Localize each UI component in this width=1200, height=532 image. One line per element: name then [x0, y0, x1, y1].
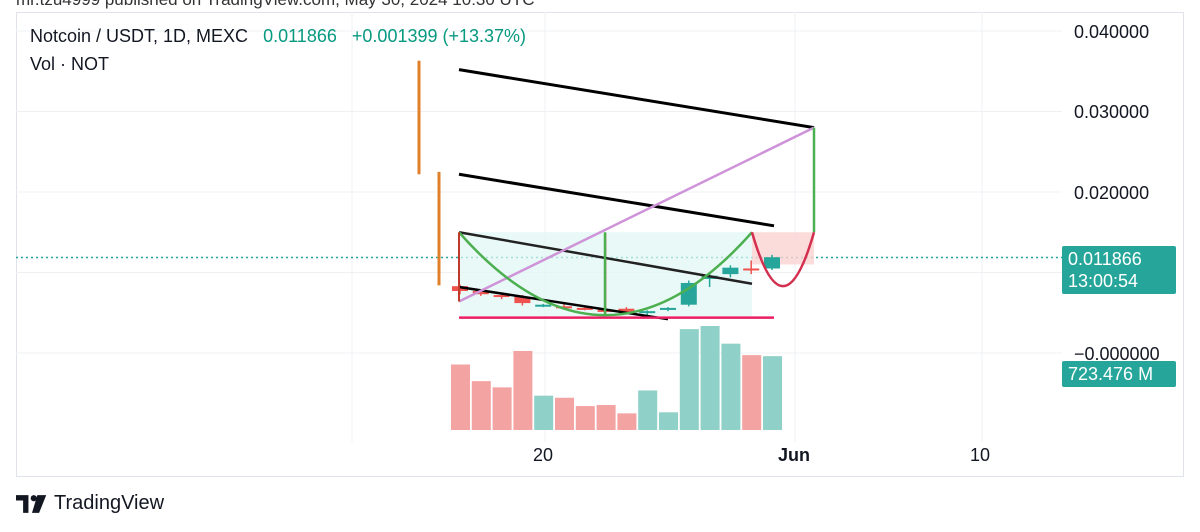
volume-bar: [471, 381, 491, 430]
volume-bar: [555, 397, 574, 430]
price-tick-label: 0.020000: [1074, 183, 1149, 203]
volume-bar: [451, 364, 470, 430]
price-tick-label: 0.040000: [1074, 22, 1149, 42]
publish-caption: mr.tzu4999 published on TradingView.com,…: [16, 0, 535, 10]
candle-body: [493, 295, 510, 298]
candle-body: [722, 267, 739, 275]
time-tick-label: Jun: [778, 445, 810, 465]
candle-body: [680, 282, 697, 305]
handle-curve: [750, 231, 816, 288]
candle-body: [764, 257, 780, 269]
volume-bar: [659, 412, 678, 430]
candle-body: [639, 311, 656, 314]
tradingview-wordmark: TradingView: [54, 492, 165, 514]
candle-body: [535, 304, 552, 307]
bar-countdown: 13:00:54: [1068, 271, 1139, 291]
candle-body: [660, 307, 676, 310]
time-tick-label: 20: [533, 445, 553, 465]
trendline-upper: [458, 68, 815, 130]
price-tick-label: 0.030000: [1074, 102, 1149, 122]
volume-bar: [721, 343, 741, 430]
volume-indicator-label: Vol · NOT: [30, 54, 110, 74]
symbol-legend[interactable]: Notcoin / USDT, 1D, MEXC 0.011866 +0.001…: [30, 26, 526, 47]
volume-value: 723.476 M: [1068, 364, 1154, 384]
volume-bar: [575, 406, 595, 430]
volume-bar: [534, 395, 554, 430]
candle-body: [743, 268, 760, 271]
symbol-name: Notcoin / USDT, 1D, MEXC: [30, 26, 249, 46]
target-diagonal: [458, 126, 815, 303]
volume-bar: [617, 413, 637, 430]
price-tick-label: −0.000000: [1074, 344, 1160, 364]
volume-bars: [451, 326, 782, 430]
volume-bar: [638, 390, 658, 430]
candle-body: [472, 291, 489, 295]
drawings-front: [417, 60, 816, 321]
trendline-base: [458, 285, 669, 321]
last-price: 0.011866: [263, 26, 337, 46]
tradingview-logo[interactable]: TradingView: [16, 492, 164, 515]
tradingview-logo-icon: [16, 494, 47, 513]
grid: [16, 12, 1062, 442]
candle-body: [618, 308, 635, 312]
chart-frame[interactable]: [16, 12, 1184, 477]
time-tick-label: 10: [970, 445, 990, 465]
volume-bar: [492, 387, 512, 430]
volume-bar: [763, 356, 782, 430]
volume-bar: [742, 355, 762, 430]
candle-body: [576, 307, 593, 310]
current-price-value: 0.011866: [1068, 249, 1142, 269]
volume-legend[interactable]: Vol · NOT: [30, 54, 109, 75]
volume-bar: [513, 350, 533, 430]
volume-bar: [596, 405, 616, 430]
volume-bar: [679, 329, 699, 430]
price-change: +0.001399 (+13.37%): [351, 26, 527, 46]
candle-body: [514, 296, 531, 304]
volume-bar: [700, 326, 720, 430]
volume-badge: 723.476 M: [1062, 361, 1176, 387]
current-price-badge: 0.011866 13:00:54: [1062, 246, 1176, 294]
trendline-middle: [458, 172, 775, 228]
